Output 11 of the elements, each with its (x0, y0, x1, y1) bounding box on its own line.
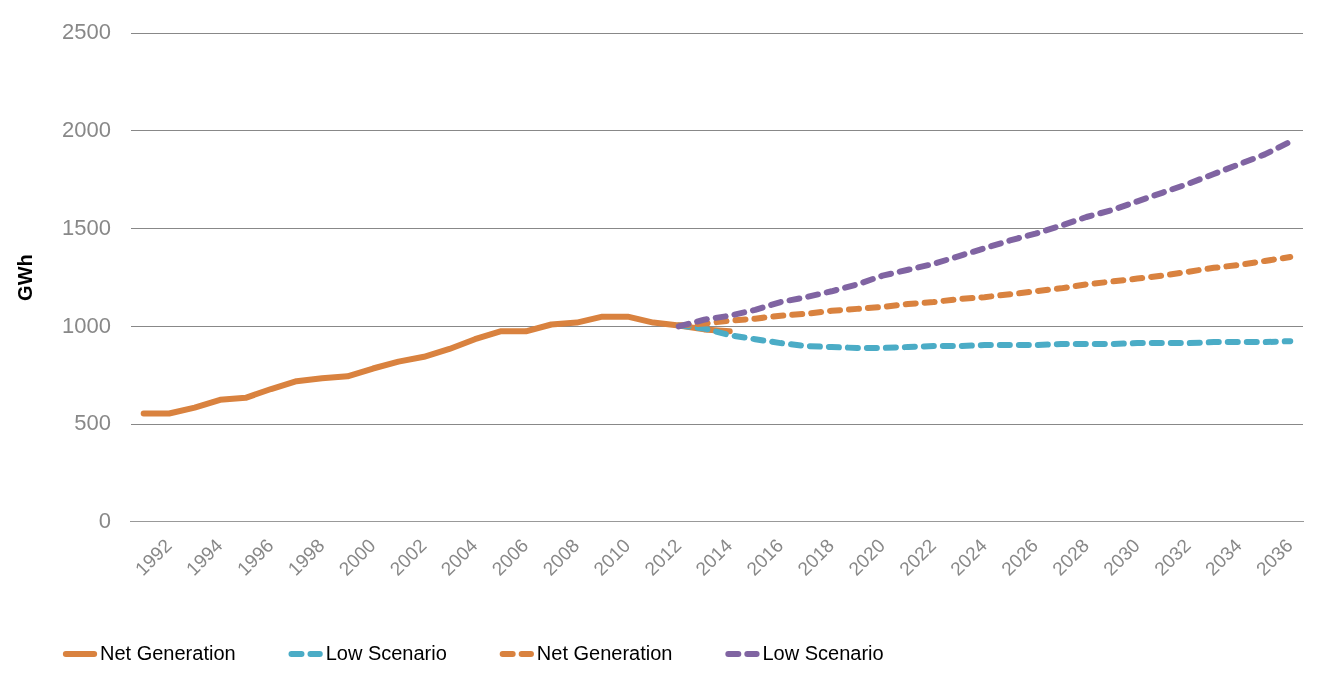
y-tick-label: 1500 (61, 214, 111, 240)
y-tick-label: 0 (98, 508, 111, 534)
y-tick-label: 500 (74, 410, 111, 436)
y-tick-label: 1000 (61, 312, 111, 338)
legend-label: Low Scenario (325, 641, 447, 664)
legend-label: Net Generation (536, 641, 673, 664)
y-tick-label: 2500 (61, 19, 111, 45)
legend-label: Net Generation (100, 641, 236, 664)
y-tick-label: 2000 (61, 117, 111, 143)
y-axis-title: GWh (13, 254, 36, 301)
legend-label: Low Scenario (762, 641, 884, 664)
